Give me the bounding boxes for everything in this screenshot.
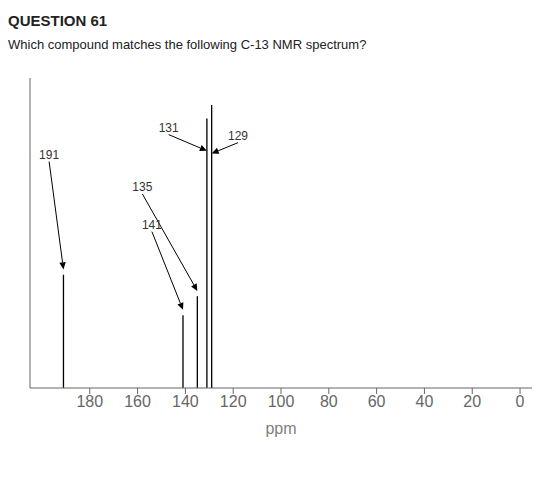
svg-text:129: 129 (228, 129, 248, 143)
html-text:QUESTION 61: QUESTION 61 (8, 12, 108, 29)
svg-text:180: 180 (76, 393, 103, 410)
svg-text:191: 191 (39, 148, 59, 162)
svg-text:140: 140 (172, 393, 199, 410)
svg-text:120: 120 (220, 393, 247, 410)
svg-text:100: 100 (268, 393, 295, 410)
html-text:Which compound matches the fol: Which compound matches the following C-1… (8, 37, 367, 52)
svg-text:0: 0 (516, 393, 525, 410)
svg-text:ppm: ppm (265, 420, 296, 437)
svg-text:40: 40 (416, 393, 434, 410)
svg-text:80: 80 (320, 393, 338, 410)
svg-text:60: 60 (368, 393, 386, 410)
svg-text:141: 141 (142, 218, 162, 232)
svg-text:131: 131 (159, 121, 179, 135)
svg-text:160: 160 (124, 393, 151, 410)
svg-text:20: 20 (463, 393, 481, 410)
svg-text:135: 135 (132, 180, 152, 194)
